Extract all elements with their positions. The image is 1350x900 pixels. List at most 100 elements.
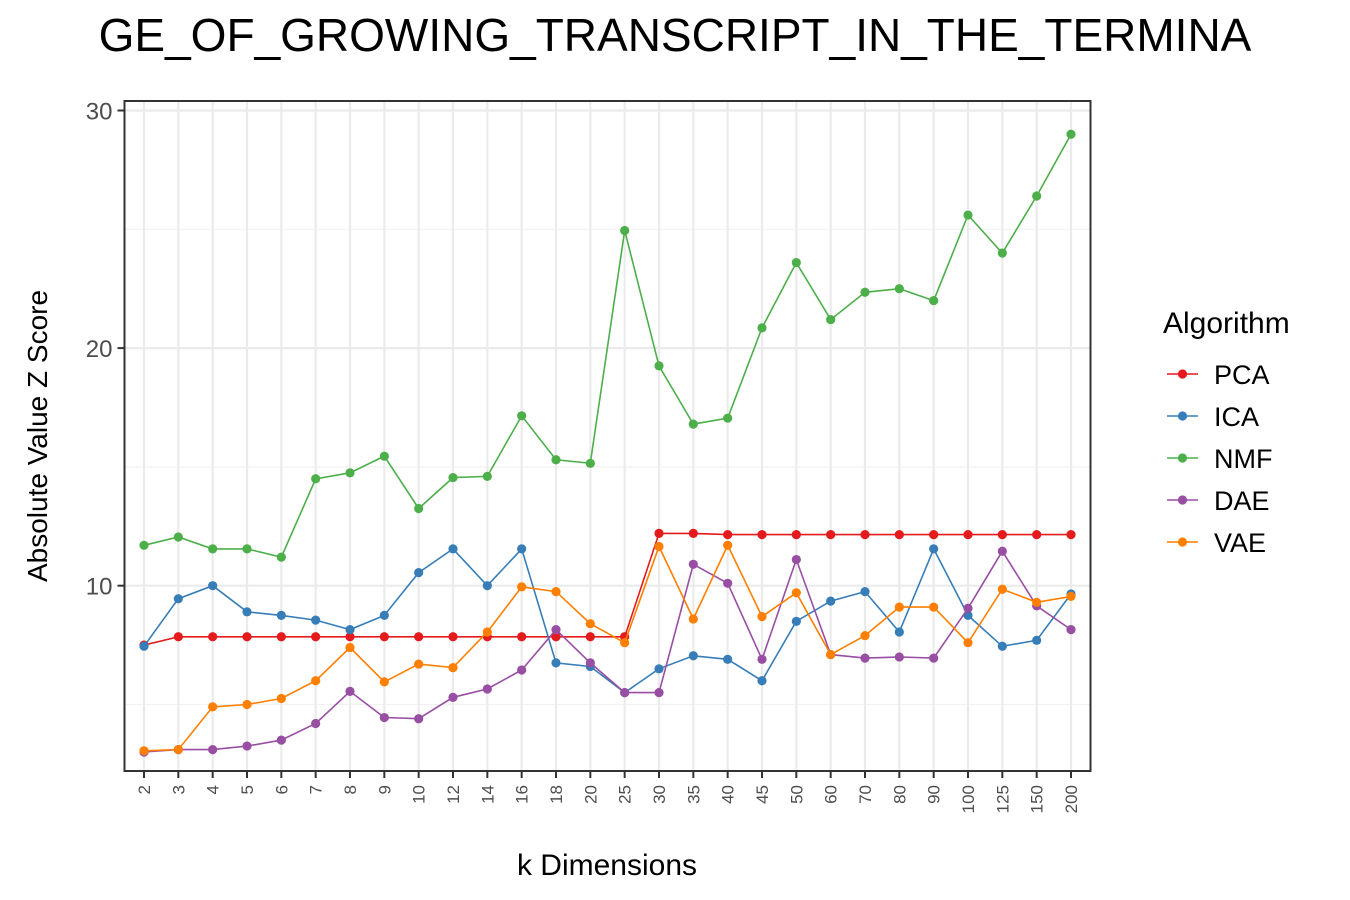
x-tick-label: 16 [513, 785, 532, 804]
point-vae [242, 699, 252, 710]
point-dae [482, 684, 492, 694]
point-vae [1032, 597, 1042, 607]
point-ica [448, 544, 458, 554]
point-pca [585, 632, 595, 642]
point-vae [757, 611, 767, 622]
point-dae [585, 658, 595, 668]
legend-label: VAE [1214, 528, 1266, 558]
point-pca [173, 632, 183, 642]
series-vae [139, 540, 1076, 756]
x-tick-label: 35 [684, 785, 703, 804]
point-dae [1066, 625, 1076, 635]
point-vae [173, 745, 183, 755]
point-nmf [688, 419, 698, 429]
grid-layer [124, 101, 1091, 771]
x-tick-label: 25 [616, 785, 635, 804]
point-dae [929, 653, 939, 663]
point-ica [654, 664, 664, 674]
legend-title: Algorithm [1163, 307, 1290, 340]
point-vae [345, 642, 355, 653]
point-dae [242, 741, 252, 751]
legend-key-point [1177, 495, 1188, 505]
legend-item-pca: PCA [1167, 360, 1270, 390]
point-vae [482, 627, 492, 637]
point-pca [791, 529, 801, 540]
series-layer [139, 129, 1076, 757]
point-dae [963, 603, 973, 613]
point-nmf [791, 257, 801, 268]
point-vae [517, 582, 527, 592]
point-nmf [757, 323, 767, 333]
x-tick-label: 200 [1062, 785, 1081, 813]
point-nmf [620, 225, 630, 236]
point-nmf [311, 474, 321, 484]
point-nmf [139, 540, 149, 550]
point-pca [654, 528, 664, 539]
x-tick-label: 9 [375, 785, 394, 794]
point-vae [551, 587, 561, 597]
point-vae [139, 746, 149, 756]
x-tick-label: 14 [478, 785, 497, 804]
point-dae [654, 687, 664, 698]
point-vae [997, 584, 1007, 594]
point-nmf [551, 455, 561, 465]
legend-key-point [1177, 537, 1188, 547]
point-pca [276, 632, 286, 642]
point-vae [688, 614, 698, 624]
point-nmf [242, 544, 252, 554]
point-dae [997, 546, 1007, 556]
x-tick-label: 60 [822, 785, 841, 804]
point-nmf [894, 284, 904, 294]
point-dae [414, 714, 424, 724]
point-nmf [276, 552, 286, 562]
point-vae [585, 619, 595, 629]
x-tick-label: 7 [307, 785, 326, 794]
legend: Algorithm PCA ICA NMF DAE VAE [1163, 307, 1290, 558]
point-pca [379, 632, 389, 642]
x-tick-label: 90 [925, 785, 944, 804]
point-pca [551, 632, 561, 642]
point-vae [654, 541, 664, 552]
point-ica [688, 651, 698, 661]
point-ica [929, 544, 939, 554]
point-nmf [929, 295, 939, 306]
point-ica [276, 610, 286, 620]
point-vae [414, 659, 424, 669]
point-nmf [826, 314, 836, 325]
point-ica [1032, 635, 1042, 645]
point-vae [929, 602, 939, 612]
point-nmf [208, 544, 218, 554]
point-nmf [414, 503, 424, 514]
point-ica [551, 658, 561, 668]
point-vae [791, 588, 801, 598]
x-tick-label: 6 [272, 785, 291, 794]
point-dae [894, 652, 904, 662]
legend-label: NMF [1214, 444, 1272, 474]
y-tick-label: 20 [86, 336, 113, 363]
point-nmf [997, 248, 1007, 258]
point-dae [688, 559, 698, 569]
point-ica [757, 676, 767, 686]
point-pca [826, 529, 836, 540]
legend-label: DAE [1214, 486, 1270, 516]
point-nmf [345, 468, 355, 478]
point-vae [208, 702, 218, 712]
point-ica [139, 641, 149, 651]
plot-frame [123, 100, 1092, 772]
legend-item-dae: DAE [1167, 486, 1270, 516]
point-ica [517, 544, 527, 554]
point-dae [517, 665, 527, 675]
point-vae [963, 638, 973, 648]
series-line-vae [143, 543, 1072, 752]
point-vae [311, 676, 321, 686]
x-tick-label: 3 [169, 785, 188, 794]
point-ica [791, 616, 801, 626]
point-nmf [482, 471, 492, 481]
point-pca [517, 632, 527, 642]
x-axis-label: k Dimensions [517, 849, 697, 882]
point-pca [963, 529, 973, 540]
point-ica [311, 615, 321, 625]
point-dae [791, 554, 801, 565]
